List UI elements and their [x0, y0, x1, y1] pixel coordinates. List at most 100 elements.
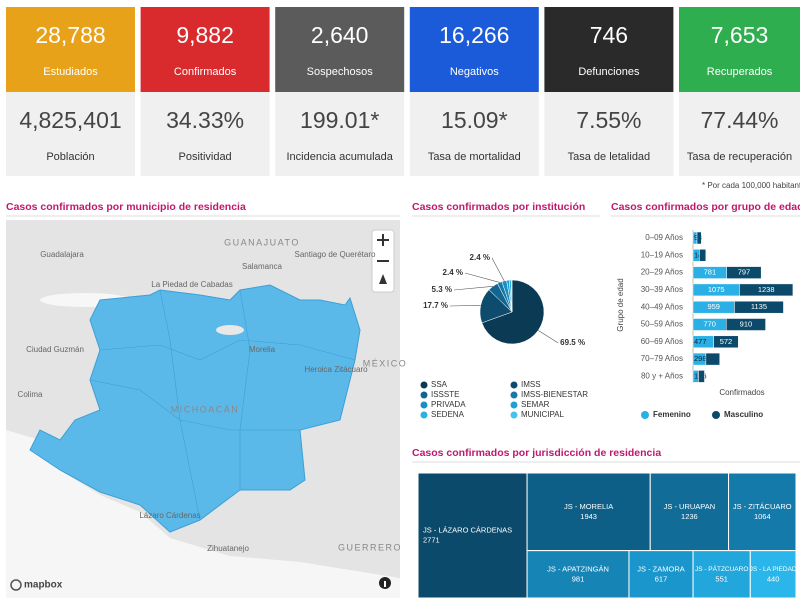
map-border	[159, 289, 201, 521]
treemap-value: 440	[767, 574, 780, 583]
treemap-label: JS - LA PIEDAD	[750, 566, 797, 573]
category-label: 30–39 Años	[641, 285, 683, 294]
legend-label: MUNICIPAL	[521, 410, 565, 419]
treemap-label: JS - ZITÁCUARO	[733, 502, 792, 511]
card-header	[409, 7, 539, 92]
legend-label: IMSS	[521, 380, 541, 389]
pie-label: 5.3 %	[432, 285, 452, 294]
card-value: 746	[590, 22, 628, 48]
map-label: GUANAJUATO	[224, 237, 300, 247]
map-border	[99, 339, 356, 361]
pie-label: 2.4 %	[470, 253, 490, 262]
legend-label: IMSS-BIENESTAR	[521, 390, 588, 399]
treemap-label: JS - APATZINGÁN	[547, 564, 609, 573]
legend-swatch	[510, 401, 518, 409]
bar-segment	[726, 266, 762, 279]
bar-value-label: 572	[720, 337, 733, 346]
stat-label: Incidencia acumulada	[286, 151, 393, 163]
card-header	[6, 7, 135, 92]
treemap-value: 981	[572, 574, 585, 583]
card-label: Estudiados	[43, 66, 98, 78]
card-header	[544, 7, 674, 92]
section-title: Casos confirmados por grupo de edad	[611, 201, 800, 213]
treemap-cell	[692, 550, 751, 599]
treemap-value: 2771	[423, 535, 440, 544]
stat-value: 77.44%	[700, 107, 778, 133]
stat-value: 15.09*	[441, 107, 508, 133]
legend-label: Femenino	[653, 410, 691, 419]
bar-value-label: 910	[740, 319, 753, 328]
bar-value-label: 298	[694, 354, 707, 363]
treemap-label: JS - LÁZARO CÁRDENAS	[423, 525, 512, 534]
mapbox-logo	[10, 579, 22, 591]
pie-leader	[453, 285, 493, 291]
bar-value-label: 1075	[708, 285, 725, 294]
pie-leader	[449, 305, 481, 307]
pie-label: 17.7 %	[423, 301, 448, 310]
bar-segment	[698, 370, 705, 383]
map-label: Santiago de Querétaro	[295, 250, 376, 259]
treemap-value: 551	[715, 574, 728, 583]
card-label: Confirmados	[174, 66, 237, 78]
map-label: MICHOACÁN	[171, 404, 240, 414]
zoom-controls	[371, 229, 395, 293]
stat-label: Población	[46, 151, 94, 163]
map-label: Ciudad Guzmán	[26, 345, 84, 354]
legend-swatch	[420, 401, 428, 409]
stat-label: Tasa de mortalidad	[428, 151, 521, 163]
legend-label: ISSSTE	[431, 390, 459, 399]
treemap-cell	[417, 472, 528, 599]
bar-value-label: 959	[707, 302, 720, 311]
bar-segment	[696, 231, 702, 245]
card-value: 9,882	[176, 22, 234, 48]
category-label: 70–79 Años	[641, 354, 683, 363]
card-value: 7,653	[711, 22, 769, 48]
bar-segment	[713, 335, 739, 349]
legend-swatch	[510, 391, 518, 399]
bar-value-label: 781	[704, 268, 717, 277]
info-icon	[384, 581, 386, 587]
map-label: Colima	[18, 390, 43, 399]
treemap-label: JS - URUAPAN	[664, 502, 716, 511]
legend-label: PRIVADA	[431, 400, 466, 409]
treemap-value: 1943	[580, 512, 597, 521]
legend-swatch	[420, 411, 428, 419]
bar-value-label: 797	[738, 268, 751, 277]
stat-label: Positividad	[178, 151, 231, 163]
pie-label: 69.5 %	[560, 338, 585, 347]
x-axis-title: Confirmados	[719, 388, 764, 397]
stat-value: 34.33%	[166, 107, 244, 133]
card-value: 2,640	[311, 22, 369, 48]
treemap-value: 1064	[754, 512, 771, 521]
stat-box	[6, 92, 135, 176]
bar-value-label: 770	[703, 319, 716, 328]
bar-segment	[734, 300, 784, 314]
treemap-value: 1236	[681, 512, 698, 521]
map-lake	[216, 325, 244, 335]
stat-value: 7.55%	[576, 107, 641, 133]
stat-label: Tasa de letalidad	[568, 151, 651, 163]
card-label: Sospechosos	[307, 66, 374, 78]
map-label: Morelia	[249, 345, 276, 354]
y-axis-title: Grupo de edad	[616, 278, 625, 331]
bar-segment	[739, 283, 794, 297]
treemap-label: JS - ZAMORA	[637, 564, 685, 573]
category-label: 40–49 Años	[641, 302, 683, 311]
map-attribution: mapbox	[24, 580, 63, 591]
compass[interactable]	[379, 274, 387, 284]
map-label: GUERRERO	[338, 542, 402, 552]
bar-segment	[726, 318, 766, 331]
legend-label: Masculino	[724, 410, 763, 419]
map-label: MÉXICO	[363, 358, 408, 368]
legend-label: SEMAR	[521, 400, 550, 409]
treemap-label: JS - MORELIA	[564, 502, 613, 511]
map-label: Heroica Zitácuaro	[304, 365, 368, 374]
treemap-cell	[526, 550, 630, 599]
category-label: 60–69 Años	[641, 337, 683, 346]
stat-box	[679, 92, 800, 176]
treemap-value: 617	[655, 574, 668, 583]
section-title: Casos confirmados por municipio de resid…	[6, 201, 246, 213]
legend-swatch	[510, 381, 518, 389]
